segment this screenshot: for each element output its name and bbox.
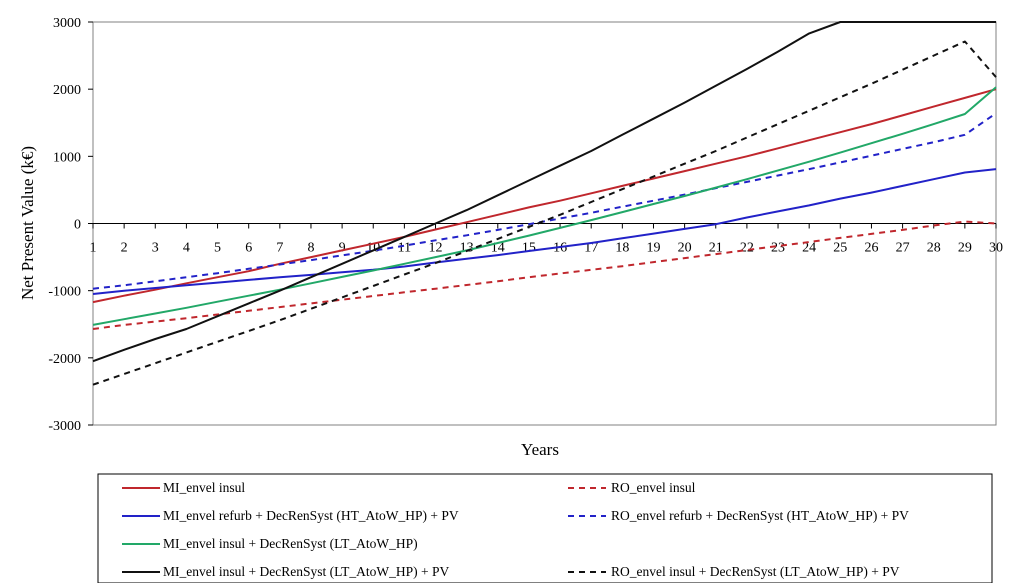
y-tick-label: 3000 <box>53 16 81 31</box>
x-tick-label: 23 <box>771 241 785 256</box>
legend-label: MI_envel insul + DecRenSyst (LT_AtoW_HP) <box>163 536 418 551</box>
series-lines <box>92 21 997 386</box>
x-tick-label: 4 <box>183 241 190 256</box>
x-tick-label: 25 <box>833 241 847 256</box>
legend: MI_envel insul MI_envel refurb + DecRenSy… <box>97 473 993 583</box>
x-tick-label: 1 <box>90 241 97 256</box>
x-tick-label: 9 <box>339 241 346 256</box>
series-line-3 <box>92 112 997 290</box>
x-tick-label: 5 <box>214 241 221 256</box>
legend-label: MI_envel insul + DecRenSyst (LT_AtoW_HP)… <box>163 564 449 579</box>
y-axis-ticks: -3000 -2000 -1000 0 1000 2000 3000 <box>48 16 93 434</box>
x-tick-label: 30 <box>989 241 1003 256</box>
series-line-5 <box>92 21 996 363</box>
y-tick-label: 2000 <box>53 83 81 98</box>
legend-label: RO_envel insul + DecRenSyst (LT_AtoW_HP)… <box>611 564 900 579</box>
x-tick-label: 2 <box>121 241 128 256</box>
x-axis-title: Years <box>521 440 559 459</box>
x-tick-label: 22 <box>740 241 754 256</box>
x-tick-label: 13 <box>460 241 474 256</box>
x-tick-label: 8 <box>307 241 314 256</box>
y-tick-label: -2000 <box>48 352 81 367</box>
y-tick-label: -1000 <box>48 285 81 300</box>
x-tick-label: 28 <box>927 241 941 256</box>
x-axis-ticks: 1 2 3 4 5 6 7 8 9 10 11 12 13 14 15 16 17 18 19 20 21 22 23 24 2… <box>90 223 1003 256</box>
legend-label: MI_envel insul <box>163 480 245 495</box>
legend-label: MI_envel refurb + DecRenSyst (HT_AtoW_HP… <box>163 508 459 523</box>
x-tick-label: 3 <box>152 241 159 256</box>
legend-items: MI_envel insul MI_envel refurb + DecRenSy… <box>122 480 909 579</box>
x-tick-label: 21 <box>709 241 723 256</box>
x-tick-label: 26 <box>864 241 878 256</box>
legend-label: RO_envel refurb + DecRenSyst (HT_AtoW_HP… <box>611 508 909 523</box>
y-tick-label: -3000 <box>48 419 81 434</box>
legend-box <box>97 473 993 583</box>
x-tick-label: 12 <box>429 241 443 256</box>
series-line-2 <box>92 168 997 295</box>
series-line-6 <box>92 40 997 386</box>
y-tick-label: 0 <box>74 218 81 233</box>
x-tick-label: 19 <box>646 241 660 256</box>
x-tick-label: 11 <box>398 241 411 256</box>
legend-label: RO_envel insul <box>611 480 696 495</box>
x-tick-label: 18 <box>615 241 629 256</box>
y-tick-label: 1000 <box>53 150 81 165</box>
x-tick-label: 6 <box>245 241 252 256</box>
x-tick-label: 24 <box>802 241 816 256</box>
x-tick-label: 15 <box>522 241 536 256</box>
x-tick-label: 7 <box>276 241 283 256</box>
series-line-1 <box>92 220 997 330</box>
y-axis-title: Net Present Value (k€) <box>18 146 37 300</box>
x-tick-label: 29 <box>958 241 972 256</box>
x-tick-label: 20 <box>678 241 692 256</box>
x-tick-label: 27 <box>896 241 910 256</box>
series-line-0 <box>92 88 997 304</box>
series-line-4 <box>92 86 997 326</box>
